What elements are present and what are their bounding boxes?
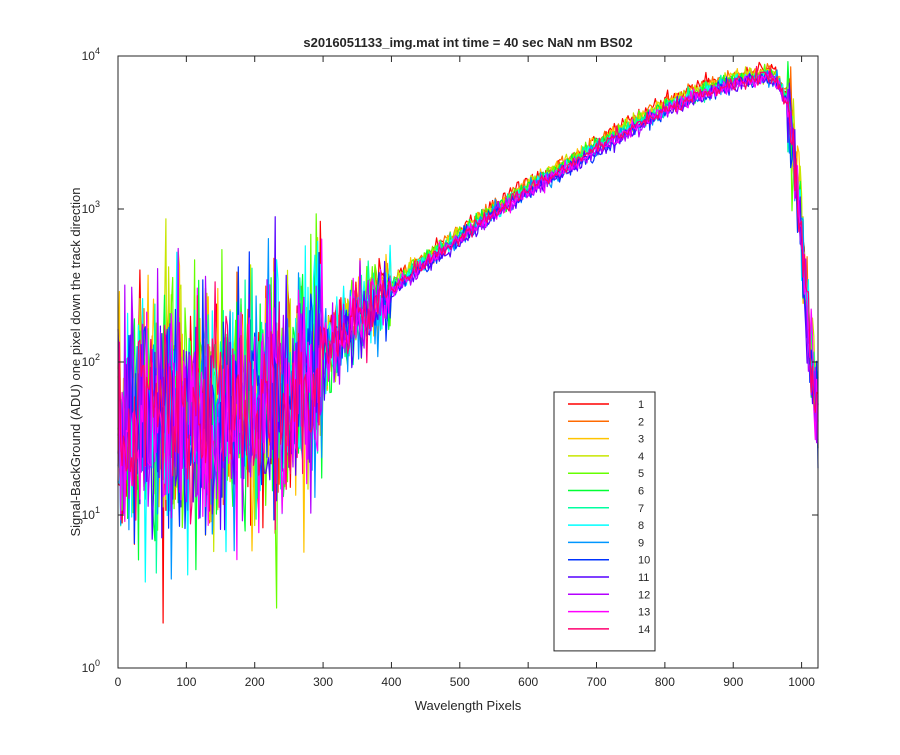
y-tick-exponent: 0 — [95, 658, 100, 668]
x-tick-label: 800 — [655, 675, 675, 689]
legend-label: 8 — [638, 520, 644, 532]
legend-label: 7 — [638, 503, 644, 515]
x-tick-label: 1000 — [788, 675, 815, 689]
x-tick-label: 100 — [176, 675, 196, 689]
y-tick-label: 102 — [82, 352, 100, 369]
legend-label: 5 — [638, 468, 644, 480]
series-layer — [117, 61, 819, 624]
y-tick-exponent: 2 — [95, 352, 100, 362]
series-line-13 — [117, 74, 819, 561]
series-line-11 — [117, 72, 819, 540]
legend-label: 9 — [638, 537, 644, 549]
legend-label: 4 — [638, 451, 644, 463]
x-tick-label: 900 — [723, 675, 743, 689]
x-tick-label: 700 — [587, 675, 607, 689]
legend-label: 2 — [638, 416, 644, 428]
y-tick-exponent: 1 — [95, 505, 100, 515]
x-tick-label: 200 — [245, 675, 265, 689]
legend-label: 13 — [638, 607, 650, 619]
y-tick-label: 103 — [82, 199, 100, 216]
x-tick-label: 0 — [115, 675, 122, 689]
x-tick-label: 400 — [381, 675, 401, 689]
y-tick-label: 101 — [82, 505, 100, 522]
chart-title: s2016051133_img.mat int time = 40 sec Na… — [303, 35, 632, 50]
series-line-14 — [117, 65, 819, 530]
legend-label: 6 — [638, 486, 644, 498]
x-tick-label: 300 — [313, 675, 333, 689]
x-tick-label: 600 — [518, 675, 538, 689]
y-axis-title: Signal-BackGround (ADU) one pixel down t… — [68, 187, 83, 536]
legend-label: 12 — [638, 589, 650, 601]
y-tick-exponent: 4 — [95, 46, 100, 56]
x-tick-label: 500 — [450, 675, 470, 689]
y-tick-label: 100 — [82, 658, 100, 675]
y-tick-exponent: 3 — [95, 199, 100, 209]
legend-label: 11 — [638, 572, 649, 584]
legend-label: 1 — [638, 399, 644, 411]
legend-label: 14 — [638, 624, 650, 636]
x-axis-title: Wavelength Pixels — [415, 698, 522, 713]
legend-label: 3 — [638, 434, 644, 446]
y-tick-label: 104 — [82, 46, 100, 63]
legend-box — [553, 391, 656, 652]
legend-label: 10 — [638, 555, 650, 567]
